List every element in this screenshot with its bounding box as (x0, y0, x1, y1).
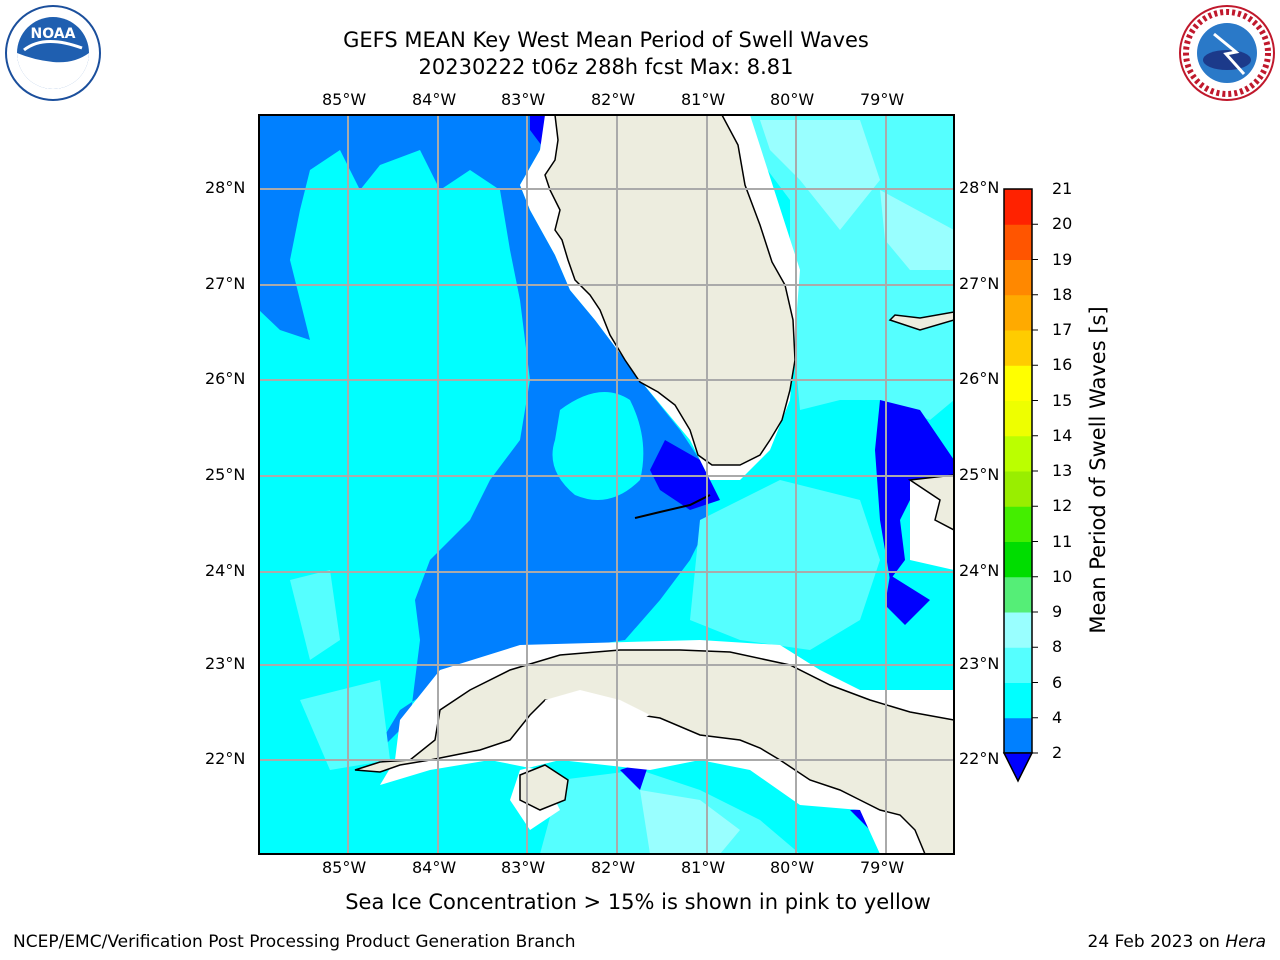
swell-2-4s-region (259, 115, 710, 760)
producer-credit: NCEP/EMC/Verification Post Processing Pr… (13, 932, 576, 952)
generation-host: Hera (1225, 932, 1266, 952)
colorbar-tick-label: 20 (1052, 214, 1073, 234)
lat-label-left: 25°N (205, 465, 246, 484)
colorbar-tick-label: 17 (1052, 320, 1073, 339)
nws-logo (1179, 5, 1275, 101)
colorbar-segment (1004, 224, 1032, 260)
lon-label-bottom: 84°W (412, 858, 457, 877)
colorbar-title: Mean Period of Swell Waves [s] (1086, 306, 1110, 634)
lat-label-right: 26°N (959, 369, 1000, 388)
colorbar-segment (1004, 576, 1032, 613)
lon-label-top: 80°W (770, 90, 815, 109)
lon-label-top: 84°W (412, 90, 457, 109)
map-subtitle: 20230222 t06z 288h fcst Max: 8.81 (418, 55, 794, 79)
lon-label-bottom: 85°W (322, 858, 367, 877)
colorbar-segment (1004, 435, 1032, 472)
colorbar-tick-label: 10 (1052, 566, 1073, 586)
lon-label-bottom: 80°W (770, 858, 815, 877)
colorbar-tick-label: 11 (1052, 531, 1073, 551)
colorbar-tick-label: 14 (1052, 425, 1073, 445)
lat-label-left: 23°N (205, 654, 246, 673)
colorbar-tick-label: 18 (1052, 284, 1073, 304)
colorbar-tick-label: 19 (1052, 249, 1073, 269)
colorbar-tick-label: 16 (1052, 355, 1073, 375)
colorbar-segment (1004, 612, 1032, 648)
colorbar-segment (1004, 365, 1032, 401)
map-frame (258, 114, 955, 855)
lat-label-left: 26°N (205, 369, 246, 388)
colorbar-segment (1004, 400, 1032, 437)
colorbar-segment (1004, 647, 1032, 683)
colorbar-tick-label: 4 (1052, 707, 1063, 727)
lat-label-right: 27°N (959, 274, 1000, 293)
colorbar-tick-label: 12 (1052, 496, 1073, 516)
colorbar-tick-label: 2 (1052, 743, 1063, 762)
lat-label-left: 28°N (205, 178, 246, 197)
lon-label-bottom: 81°W (681, 858, 726, 877)
colorbar-extend-arrow (1002, 752, 1034, 783)
colorbar-segment (1004, 506, 1032, 542)
colorbar-segment (1004, 541, 1032, 578)
colorbar-segment (1004, 330, 1032, 366)
colorbar-tick-label: 13 (1052, 461, 1073, 480)
colorbar-segment (1004, 259, 1032, 296)
lat-label-right: 24°N (959, 561, 1000, 580)
lon-label-top: 82°W (591, 90, 636, 109)
lon-label-top: 79°W (860, 90, 905, 109)
lon-label-top: 81°W (681, 90, 726, 109)
graticule (259, 115, 954, 854)
lon-label-top: 85°W (322, 90, 367, 109)
map-title: GEFS MEAN Key West Mean Period of Swell … (343, 28, 869, 52)
lat-label-right: 23°N (959, 654, 1000, 673)
colorbar-tick-label: 8 (1052, 637, 1063, 657)
lon-label-top: 83°W (501, 90, 546, 109)
lat-label-left: 24°N (205, 561, 246, 580)
colorbar (1004, 189, 1038, 754)
swell-6-8s-region (750, 115, 954, 420)
lat-label-right: 25°N (959, 465, 1000, 484)
lat-label-right: 28°N (959, 178, 1000, 197)
lat-label-right: 22°N (959, 749, 1000, 768)
florida-land (544, 115, 796, 466)
lat-label-left: 22°N (205, 749, 246, 768)
colorbar-segment (1004, 471, 1032, 507)
colorbar-segment (1004, 682, 1032, 719)
colorbar-tick-label: 15 (1052, 390, 1073, 410)
generation-date-text: 24 Feb 2023 on (1087, 932, 1220, 952)
lon-label-bottom: 82°W (591, 858, 636, 877)
sea-ice-caption: Sea Ice Concentration > 15% is shown in … (345, 890, 931, 914)
noaa-logo: NOAA (5, 5, 101, 101)
colorbar-segment (1004, 717, 1032, 754)
colorbar-segment (1004, 189, 1032, 225)
lon-label-bottom: 83°W (501, 858, 546, 877)
svg-text:NOAA: NOAA (31, 26, 76, 42)
colorbar-tick-label: 21 (1052, 179, 1073, 198)
generation-date: 24 Feb 2023 on Hera (1088, 932, 1266, 952)
colorbar-tick-label: 6 (1052, 672, 1063, 692)
colorbar-segment (1004, 294, 1032, 331)
colorbar-tick-label: 9 (1052, 602, 1063, 621)
lon-label-bottom: 79°W (860, 858, 905, 877)
lat-label-left: 27°N (205, 274, 246, 293)
